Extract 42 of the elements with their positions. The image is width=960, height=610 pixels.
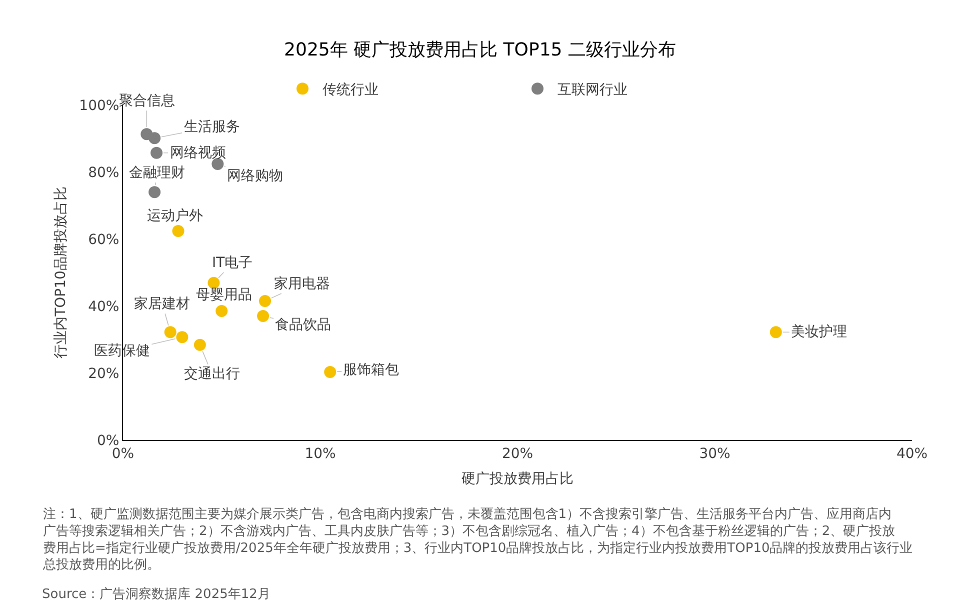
annotation: 家用电器 — [274, 276, 330, 292]
point — [770, 326, 782, 338]
x-tick-label: 30% — [699, 446, 730, 462]
y-tick-label: 20% — [88, 366, 120, 382]
source-note: Source：广告洞察数据库 2025年12月 — [42, 586, 270, 602]
annotation: 金融理财 — [129, 165, 185, 181]
point — [172, 224, 184, 237]
point — [324, 366, 336, 378]
text: 注：1、硬广监测数据范围主要为媒介展示类广告，包含电商内搜索广告，未覆盖范围包含1）不含搜索引擎广告、生活服务平台内广告、应用商店内广告等搜索逻辑相关广告；2）不含游戏内广告、工具内皮肤广告等；3）不包含剧综冠名、植入广告；4）不包含基于粉丝逻辑的广告；2、硬广投放费用占比=指定行业硬广投放费用/2025年全年硬广投放费用；3、行业内TOP10品牌投放占比，为指定行业内投放费用TOP10品牌的投放费用占该行业总投放费用的比例。 — [42, 506, 913, 573]
x-axis-title: 硬广投放费用占比 — [462, 471, 574, 488]
y-tick-label: 80% — [88, 164, 120, 181]
point — [257, 310, 270, 322]
annotation: 美妆护理 — [791, 324, 847, 340]
legend-label: 传统行业 — [322, 82, 378, 98]
y-axis-title: 行业内TOP10品牌投放占比 — [52, 186, 69, 358]
annotation: 网络视频 — [170, 145, 226, 161]
annotation: 母婴用品 — [196, 287, 252, 303]
annotation: 聚合信息 — [119, 93, 175, 109]
annotation: 家居建材 — [134, 296, 190, 312]
y-tick-label: 100% — [79, 98, 120, 114]
y-tick-label: 60% — [88, 232, 120, 248]
annotation: 服饰箱包 — [343, 362, 399, 378]
point — [194, 338, 206, 351]
y-tick-label: 40% — [88, 298, 120, 315]
point — [164, 326, 176, 338]
annotation: 食品饮品 — [275, 317, 331, 333]
annotation: IT电子 — [212, 255, 253, 271]
point — [150, 146, 163, 159]
legend-label: 互联网行业 — [558, 82, 628, 98]
point — [216, 305, 228, 318]
x-tick-label: 10% — [304, 446, 336, 462]
point — [259, 294, 272, 307]
annotation: 生活服务 — [184, 119, 240, 135]
x-tick-label: 40% — [896, 446, 928, 462]
annotation: 运动户外 — [147, 208, 203, 224]
annotation: 网络购物 — [227, 168, 283, 184]
point — [148, 132, 161, 144]
point — [176, 331, 188, 344]
annotation: 交通出行 — [184, 366, 240, 382]
x-tick-label: 20% — [502, 446, 534, 462]
chart-title: 2025年 硬广投放费用占比 TOP15 二级行业分布 — [284, 39, 676, 60]
point — [148, 186, 161, 198]
